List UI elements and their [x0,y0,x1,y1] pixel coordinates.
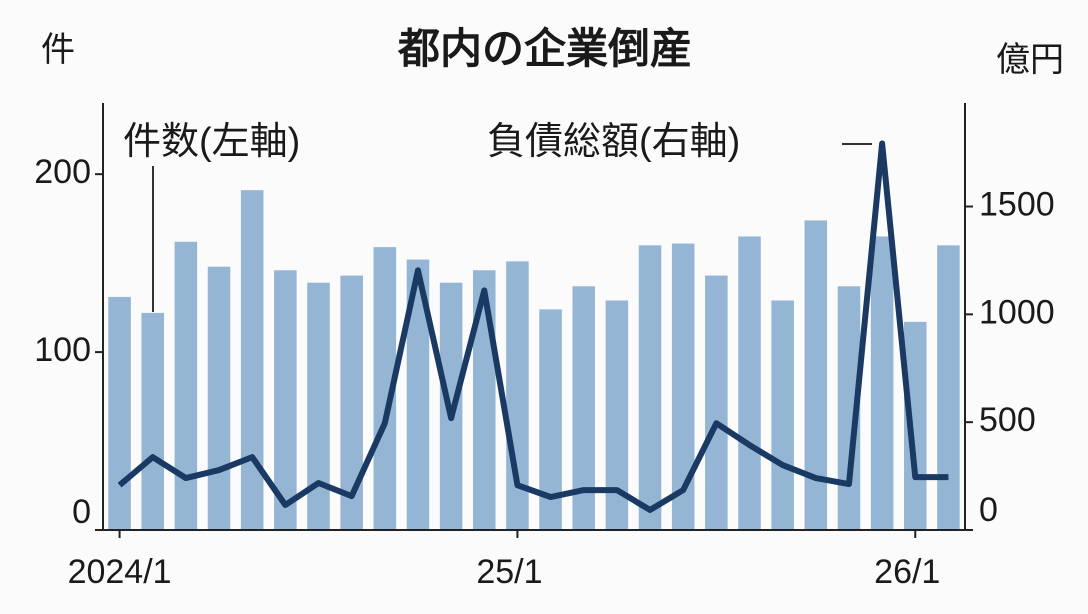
bar [705,275,728,530]
bar [274,270,297,530]
bar [240,190,264,530]
y2-tick-label: 500 [979,401,1036,439]
bar [307,282,330,530]
bar [605,300,629,530]
bar [207,266,231,530]
y-tick-label: 0 [72,493,91,531]
bar [804,220,828,531]
bar [870,236,894,530]
bar [141,312,165,530]
y2-tick-label: 1000 [979,293,1055,331]
legend-label: 負債総額(右軸) [487,121,740,163]
bar [937,245,960,531]
bar [572,286,596,530]
bar [671,243,695,530]
bar [406,259,430,530]
bar [837,286,861,530]
y-tick-label: 200 [34,153,91,191]
y-tick-label: 100 [34,331,91,369]
bar [738,236,761,530]
y-axis-label: 件 [41,31,75,69]
y2-tick-label: 1500 [979,185,1055,223]
x-tick-label: 2024/1 [68,553,172,591]
bar [539,309,562,530]
bar [174,241,198,530]
legend-label: 件数(左軸) [123,121,300,163]
bar [771,300,794,530]
bar [638,245,662,531]
bar [373,247,397,531]
bar [340,275,363,530]
line [117,140,949,513]
chart-title: 都内の企業倒産 [397,25,692,72]
bar [108,296,131,530]
y2-axis-label: 億円 [996,41,1064,79]
x-tick-label: 25/1 [476,553,542,591]
x-tick-label: 26/1 [874,553,940,591]
y2-tick-label: 0 [979,491,998,529]
